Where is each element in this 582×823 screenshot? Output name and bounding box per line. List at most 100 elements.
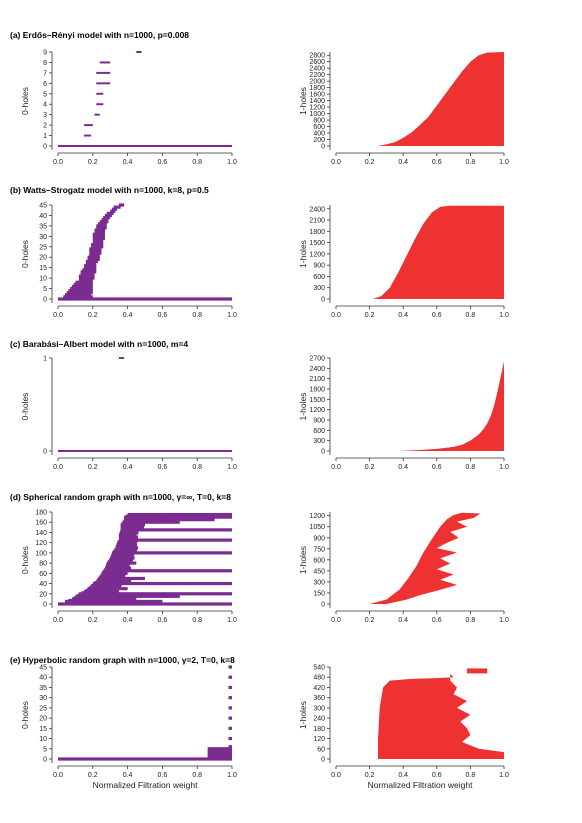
- chart-d-0-holes: 0.0 0.2 0.4 0.6 0.8 1.0 0 20 40 60 80 100 120 140 160 1…: [20, 510, 237, 625]
- barcode-bar: [104, 213, 112, 218]
- x-tick-label: 0.6: [432, 464, 442, 471]
- x-tick-label: 0.6: [432, 617, 442, 624]
- barcode-bar: [75, 280, 93, 284]
- y-tick-label: 120: [35, 540, 47, 547]
- barcode-bar: [102, 570, 127, 574]
- x-tick-label: 0.8: [192, 464, 202, 471]
- barcode-bar: [113, 205, 121, 209]
- x-tick-label: 0.0: [331, 772, 341, 779]
- barcode-bar: [125, 514, 199, 518]
- y-tick-label: 600: [313, 124, 325, 131]
- chart-b-1-holes: 0.0 0.2 0.4 0.6 0.8 1.0 0 300 600 900 1200 1500 1800…: [298, 205, 509, 319]
- x-tick-label: 0.6: [158, 159, 168, 166]
- barcode-bar: [110, 556, 135, 560]
- y-axis-label: 1-holes: [298, 87, 308, 115]
- barcode-bar: [85, 588, 115, 592]
- y-tick-label: 0: [321, 757, 325, 764]
- y-tick-label: 9: [43, 50, 47, 57]
- y-tick-label: 7: [43, 70, 47, 77]
- panel-title: (d) Spherical random graph with n=1000, …: [10, 492, 231, 502]
- barcode-bar: [73, 282, 93, 286]
- barcode-bar: [85, 259, 99, 263]
- barcode-bar: [71, 284, 93, 289]
- barcode-bar: [109, 558, 134, 562]
- barcode-bar: [78, 278, 93, 282]
- x-tick-label: 0.6: [158, 464, 168, 471]
- y-axis-label: 1-holes: [298, 240, 308, 268]
- barcode-bar: [99, 575, 125, 579]
- barcode-bar: [89, 247, 102, 251]
- y-tick-label: 1050: [309, 524, 325, 531]
- y-tick-label: 2600: [309, 59, 325, 66]
- barcode-bar: [94, 580, 126, 584]
- chart-d-1-holes: 0.0 0.2 0.4 0.6 0.8 1.0 0 150 300 450 600 750 900 105…: [298, 512, 509, 624]
- y-tick-label: 10: [39, 736, 47, 743]
- x-tick-label: 0.6: [432, 159, 442, 166]
- barcode-bar: [84, 124, 93, 127]
- barcode-bar: [124, 517, 188, 520]
- y-tick-label: 180: [35, 510, 47, 517]
- x-tick-label: 0.6: [432, 312, 442, 319]
- x-tick-label: 0.0: [331, 312, 341, 319]
- x-tick-label: 0.0: [331, 617, 341, 624]
- persistence-area: [369, 512, 481, 604]
- barcode-bar: [207, 753, 232, 757]
- x-tick-label: 0.2: [365, 464, 375, 471]
- y-tick-label: 1800: [309, 387, 325, 394]
- y-tick-label: 15: [39, 265, 47, 272]
- y-tick-label: 180: [313, 726, 325, 733]
- y-tick-label: 450: [313, 568, 325, 575]
- barcode-bar: [116, 543, 138, 546]
- y-tick-label: 20: [39, 591, 47, 598]
- barcode-bar: [118, 535, 139, 539]
- barcode-bar: [103, 215, 111, 220]
- y-axis-label: 0-holes: [20, 546, 30, 574]
- y-tick-label: 0: [43, 144, 47, 151]
- barcode-bar: [207, 749, 232, 753]
- y-axis-label: 0-holes: [20, 240, 30, 268]
- x-tick-label: 0.6: [158, 617, 168, 624]
- barcode-bar: [106, 211, 114, 215]
- barcode-bar: [118, 357, 125, 359]
- barcode-bar: [89, 251, 102, 255]
- panel-title: (b) Watts–Strogatz model with n=1000, k=…: [10, 185, 209, 195]
- y-tick-label: 2800: [309, 53, 325, 60]
- barcode-bar: [113, 549, 137, 553]
- x-tick-label: 1.0: [499, 617, 509, 624]
- y-tick-label: 60: [39, 571, 47, 578]
- persistence-area: [378, 673, 504, 759]
- x-tick-label: 0.2: [88, 772, 98, 779]
- barcode-bar: [123, 519, 166, 523]
- x-tick-label: 0.2: [365, 617, 375, 624]
- x-tick-label: 0.8: [192, 159, 202, 166]
- x-axis-label: Normalized Filtration weight: [93, 780, 199, 790]
- barcode-bar: [96, 224, 107, 228]
- barcode-bar: [118, 533, 137, 537]
- barcode-bar: [84, 134, 92, 137]
- barcode-bar: [228, 675, 232, 679]
- x-tick-label: 0.4: [398, 464, 408, 471]
- y-tick-label: 20: [39, 255, 47, 262]
- persistence-bar: [467, 668, 488, 674]
- x-tick-label: 0.4: [398, 159, 408, 166]
- barcode-bar: [89, 249, 102, 253]
- barcode-bar: [77, 593, 148, 597]
- barcode-bar: [207, 747, 232, 751]
- barcode-bar: [84, 266, 97, 270]
- y-tick-label: 0: [43, 449, 47, 456]
- y-tick-label: 2: [43, 123, 47, 130]
- y-tick-label: 300: [313, 579, 325, 586]
- y-tick-label: 45: [39, 203, 47, 210]
- x-tick-label: 0.2: [365, 159, 375, 166]
- panel-title: (c) Barabási–Albert model with n=1000, m…: [10, 339, 188, 349]
- y-tick-label: 1500: [309, 240, 325, 247]
- barcode-bar: [96, 92, 104, 95]
- chart-b-0-holes: 0.0 0.2 0.4 0.6 0.8 1.0 0 5 10 15 20 25 30 35 40 45 0-ho…: [20, 203, 237, 320]
- barcode-bar: [118, 540, 138, 543]
- panel-title-text: Hyperbolic random graph with n=1000, γ=2…: [23, 655, 235, 665]
- y-tick-label: 140: [35, 530, 47, 537]
- barcode-bar: [228, 716, 232, 720]
- barcode-bar: [68, 289, 93, 293]
- barcode-bar: [70, 286, 93, 291]
- y-tick-label: 300: [313, 285, 325, 292]
